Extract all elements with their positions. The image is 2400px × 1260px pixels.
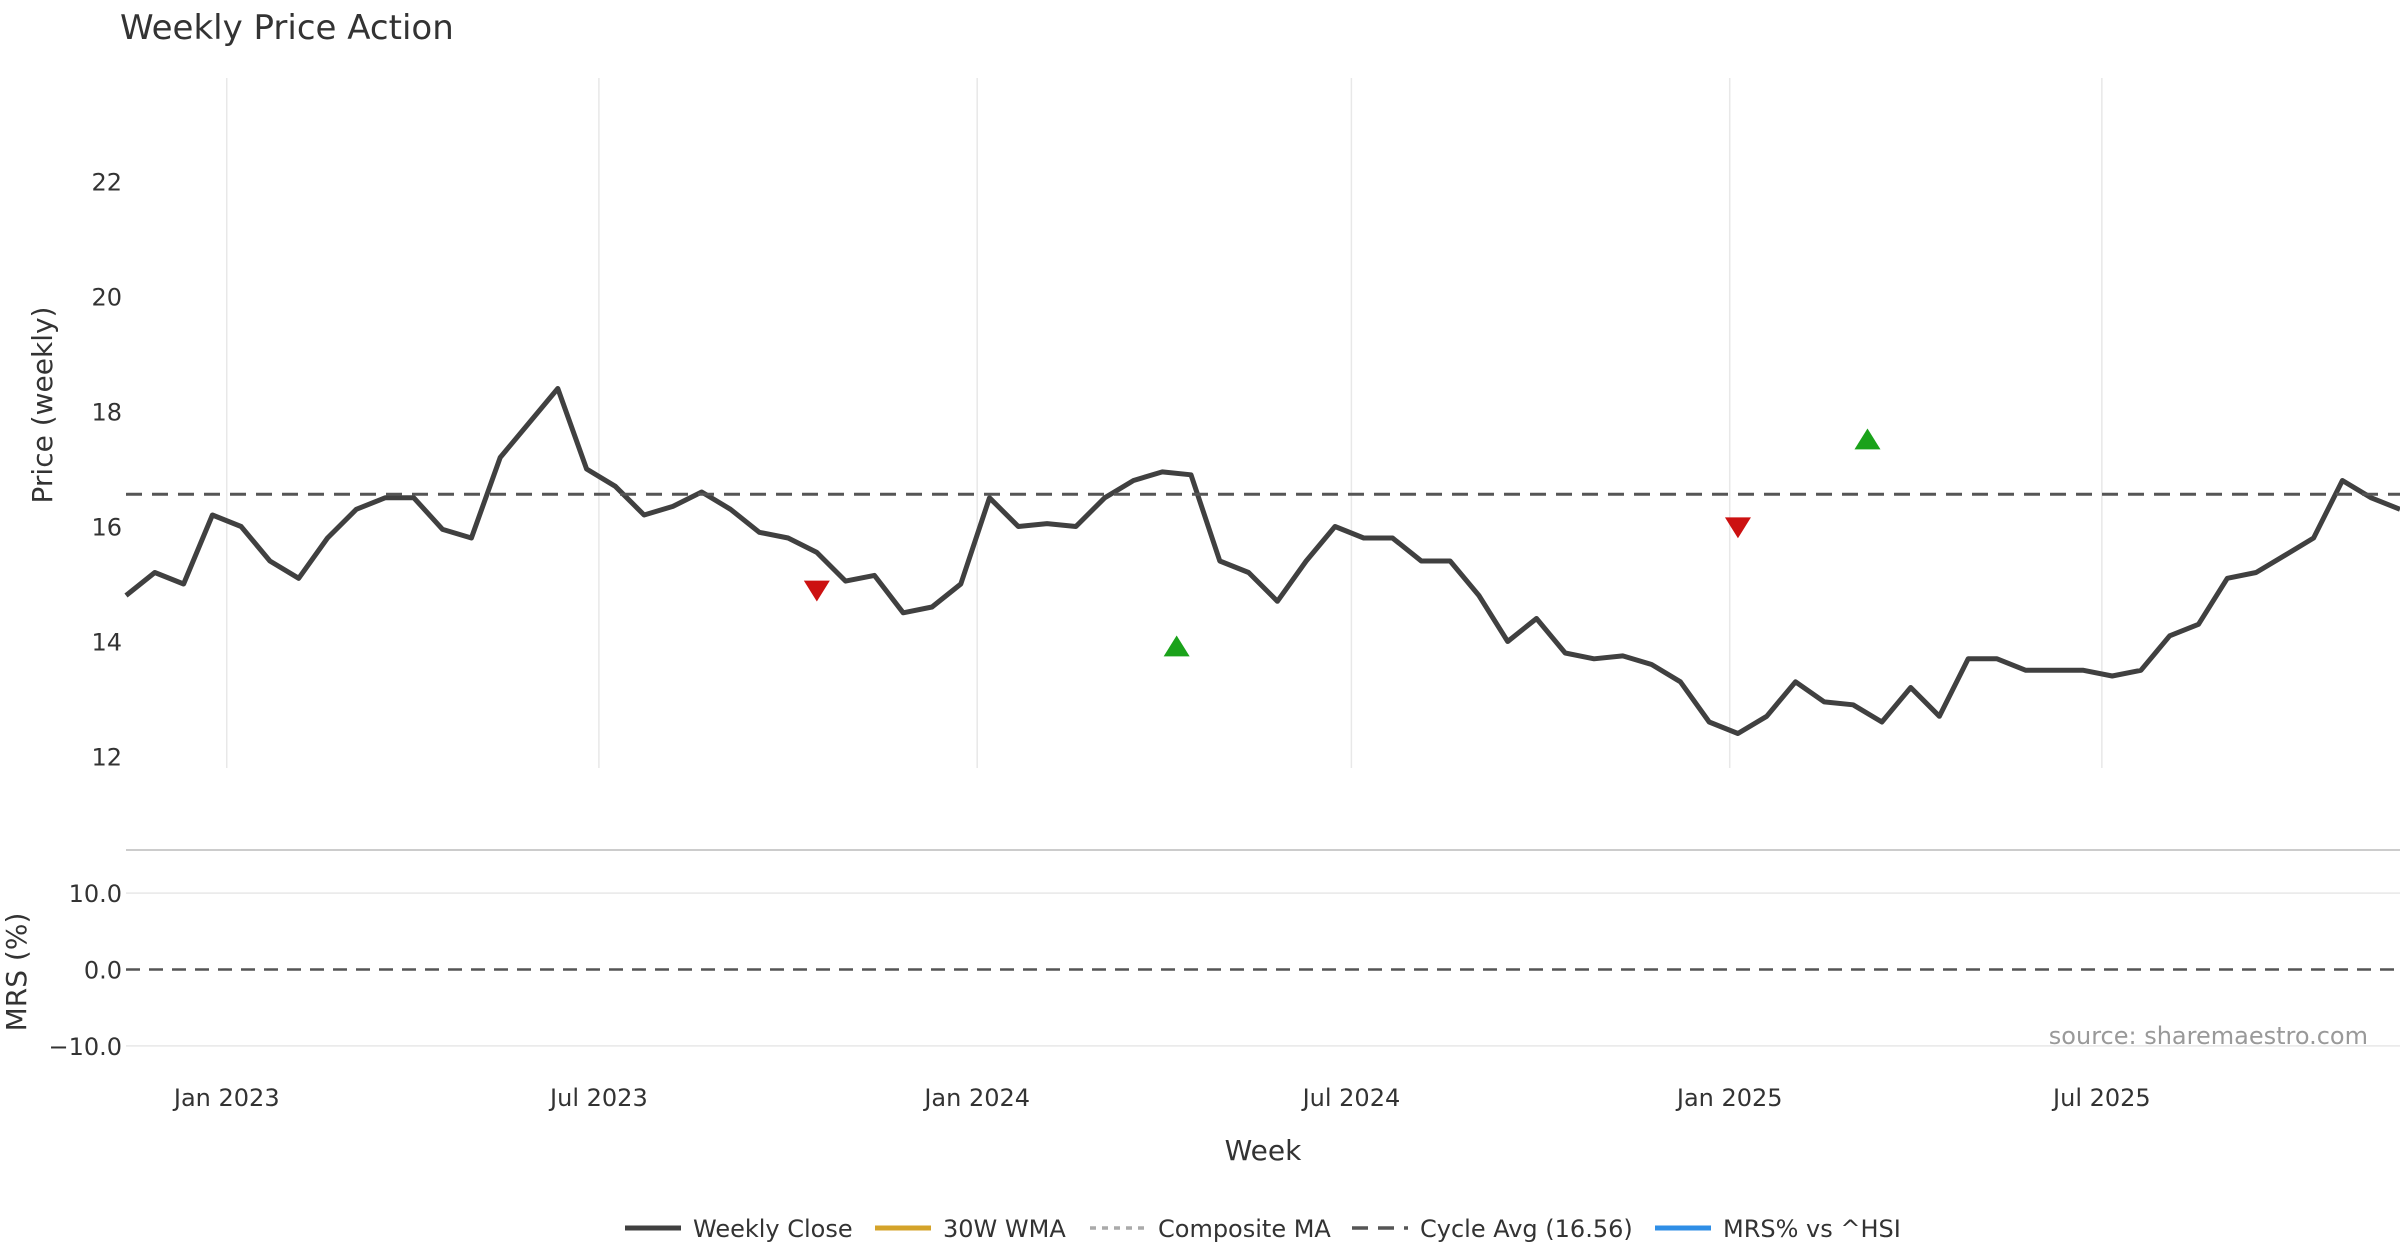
legend-label: MRS% vs ^HSI	[1723, 1215, 1901, 1243]
x-axis-title: Week	[1225, 1134, 1302, 1167]
price-y-axis-title: Price (weekly)	[26, 307, 59, 504]
chart-title: Weekly Price Action	[120, 8, 454, 48]
price-y-tick-label: 12	[91, 744, 122, 772]
legend-label: Composite MA	[1158, 1215, 1331, 1243]
price-y-axis: 12 14 16 18 20 22	[91, 169, 122, 772]
price-y-tick-label: 22	[91, 169, 122, 197]
sell-signal-marker	[1724, 517, 1751, 539]
x-tick-label: Jul 2023	[548, 1084, 648, 1112]
price-series	[124, 386, 2400, 736]
price-gridlines	[225, 78, 2103, 768]
mrs-y-axis: 10.0 0.0 −10.0	[48, 880, 122, 1061]
source-note: source: sharemaestro.com	[2049, 1022, 2368, 1050]
mrs-gridlines	[126, 849, 2400, 1047]
price-y-tick-label: 16	[91, 514, 122, 542]
mrs-y-tick-label: 10.0	[69, 880, 122, 908]
buy-signal-marker	[1163, 635, 1190, 657]
legend-label: 30W WMA	[943, 1215, 1066, 1243]
sell-signal-marker	[803, 580, 830, 602]
legend-label: Cycle Avg (16.56)	[1420, 1215, 1633, 1243]
legend-label: Weekly Close	[693, 1215, 853, 1243]
price-y-tick-label: 18	[91, 399, 122, 427]
mrs-y-tick-label: −10.0	[48, 1033, 122, 1061]
series-line-weekly-close	[124, 386, 2400, 736]
x-tick-label: Jul 2025	[2051, 1084, 2151, 1112]
x-tick-label: Jul 2024	[1301, 1084, 1401, 1112]
price-y-tick-label: 14	[91, 629, 122, 657]
price-y-tick-label: 20	[91, 284, 122, 312]
x-axis: Jan 2023 Jul 2023 Jan 2024 Jul 2024 Jan 2025…	[172, 1084, 2151, 1112]
mrs-y-tick-label: 0.0	[84, 957, 122, 985]
legend: Weekly Close 30W WMA Composite MA Cycle Avg…	[625, 1215, 1901, 1243]
x-tick-label: Jan 2023	[172, 1084, 280, 1112]
x-tick-label: Jan 2024	[922, 1084, 1030, 1112]
signal-markers	[803, 428, 1881, 657]
mrs-y-axis-title: MRS (%)	[0, 913, 33, 1032]
x-tick-label: Jan 2025	[1675, 1084, 1783, 1112]
buy-signal-marker	[1854, 428, 1881, 450]
